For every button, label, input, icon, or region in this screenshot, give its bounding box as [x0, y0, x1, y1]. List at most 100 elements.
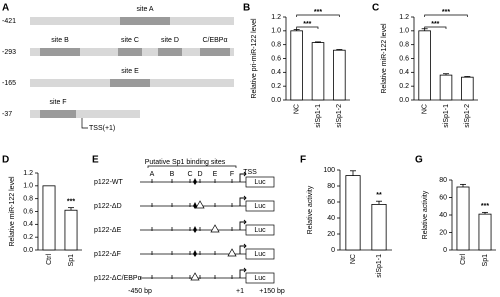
- site-label: site D: [161, 37, 179, 44]
- y-tick-label: 20: [439, 229, 447, 236]
- y-tick-label: 20: [327, 231, 335, 238]
- y-tick-label: 0.6: [23, 208, 33, 215]
- reporter-box: [245, 272, 275, 284]
- y-tick-label: 1.2: [271, 14, 281, 21]
- x-tick-label: Ctrl: [460, 254, 467, 265]
- significance-label: ***: [303, 21, 311, 28]
- x-tick-label: siSp1-1: [443, 104, 450, 128]
- y-tick-label: 0.2: [271, 83, 281, 90]
- scale-label: -450 bp: [128, 288, 152, 295]
- site-label: site B: [51, 37, 69, 44]
- construct-label: p122-WT: [94, 179, 124, 186]
- site-letter: F: [230, 171, 234, 178]
- bar: [345, 175, 361, 251]
- panel-letter: E: [92, 155, 99, 166]
- site-letter: B: [170, 171, 175, 178]
- position-label: -293: [2, 49, 16, 56]
- y-tick-label: 0: [443, 247, 447, 254]
- significance-bracket: [296, 26, 319, 29]
- panel-letter: B: [243, 3, 250, 14]
- reporter-label: Luc: [254, 203, 266, 210]
- y-tick-label: 60: [327, 199, 335, 206]
- x-tick-label: siSp1-1: [315, 104, 322, 128]
- y-axis-label: Relative activity: [307, 185, 314, 234]
- bar: [64, 209, 78, 251]
- bar: [456, 186, 470, 251]
- significance-bracket: [424, 26, 447, 29]
- position-label: -37: [2, 111, 12, 118]
- x-tick-label: NC: [422, 104, 429, 114]
- y-tick-label: 0.8: [23, 196, 33, 203]
- y-tick-label: 1.2: [23, 170, 33, 177]
- tss-arrow: [239, 195, 247, 206]
- deleted-site: [210, 224, 220, 233]
- deleted-site: [195, 200, 205, 209]
- y-tick-label: 0.0: [23, 247, 33, 254]
- y-tick-label: 80: [327, 183, 335, 190]
- y-tick-label: 60: [439, 194, 447, 201]
- significance-label: ***: [67, 198, 75, 205]
- y-tick-label: 0.8: [271, 42, 281, 49]
- tss-arrow: [239, 243, 247, 254]
- construct-label: p122-ΔF: [94, 251, 121, 258]
- bar: [418, 30, 431, 101]
- reporter-label: Luc: [254, 251, 266, 258]
- site-letter: A: [150, 171, 155, 178]
- bar: [461, 76, 474, 101]
- y-tick-label: 0.8: [399, 42, 409, 49]
- reporter-label: Luc: [254, 275, 266, 282]
- panel-letter: G: [415, 155, 423, 166]
- tss-label: TSS: [243, 169, 257, 176]
- y-axis-label: Relative pri-miR-122 level: [251, 18, 258, 99]
- x-tick-label: NC: [294, 104, 301, 114]
- y-tick-label: 0.2: [399, 83, 409, 90]
- reporter-box: [245, 224, 275, 236]
- tss-arrow: [239, 219, 247, 230]
- bar: [42, 185, 56, 251]
- x-tick-label: siSp1-2: [336, 104, 343, 128]
- panel-letter: F: [300, 155, 306, 166]
- y-tick-label: 1.0: [271, 28, 281, 35]
- significance-label: ***: [314, 9, 322, 16]
- y-tick-label: 0: [331, 247, 335, 254]
- cebp-site: [193, 250, 197, 257]
- y-axis-label: Relative miR-122 level: [381, 23, 388, 93]
- x-tick-label: siSp1-2: [464, 104, 471, 128]
- position-label: -165: [2, 80, 16, 87]
- y-tick-label: 0.2: [23, 234, 33, 241]
- significance-label: **: [376, 192, 382, 199]
- construct-label: p122-ΔE: [94, 227, 122, 234]
- reporter-label: Luc: [254, 227, 266, 234]
- site-label: site A: [136, 6, 153, 13]
- y-tick-label: 0.4: [399, 69, 409, 76]
- y-tick-label: 0.6: [271, 55, 281, 62]
- bar: [311, 42, 325, 101]
- sequence-block: [30, 17, 234, 129]
- y-axis-label: Relative miR-122 level: [9, 176, 16, 246]
- deleted-site: [190, 272, 200, 281]
- reporter-box: [245, 200, 275, 212]
- reporter-box: [245, 176, 275, 188]
- y-tick-label: 40: [439, 212, 447, 219]
- bar: [290, 30, 303, 101]
- construct-label: p122-ΔD: [94, 203, 122, 210]
- bracket: [147, 165, 237, 168]
- site-letter: E: [213, 171, 218, 178]
- y-tick-label: 0.4: [271, 69, 281, 76]
- scale-label: +150 bp: [259, 288, 285, 295]
- y-tick-label: 1.2: [399, 14, 409, 21]
- tss-arrow: [239, 267, 247, 278]
- y-axis-label: Relative activity: [422, 190, 429, 239]
- deleted-site: [227, 248, 237, 257]
- site-label: site F: [49, 99, 66, 106]
- y-tick-label: 0.4: [23, 221, 33, 228]
- bar: [333, 49, 346, 101]
- cebp-site: [193, 202, 197, 209]
- significance-label: ***: [431, 21, 439, 28]
- bar: [439, 74, 453, 101]
- y-tick-label: 40: [327, 215, 335, 222]
- site-letter: D: [197, 171, 202, 178]
- tss-arrow: [239, 171, 247, 182]
- x-tick-label: siSp1-1: [376, 254, 383, 278]
